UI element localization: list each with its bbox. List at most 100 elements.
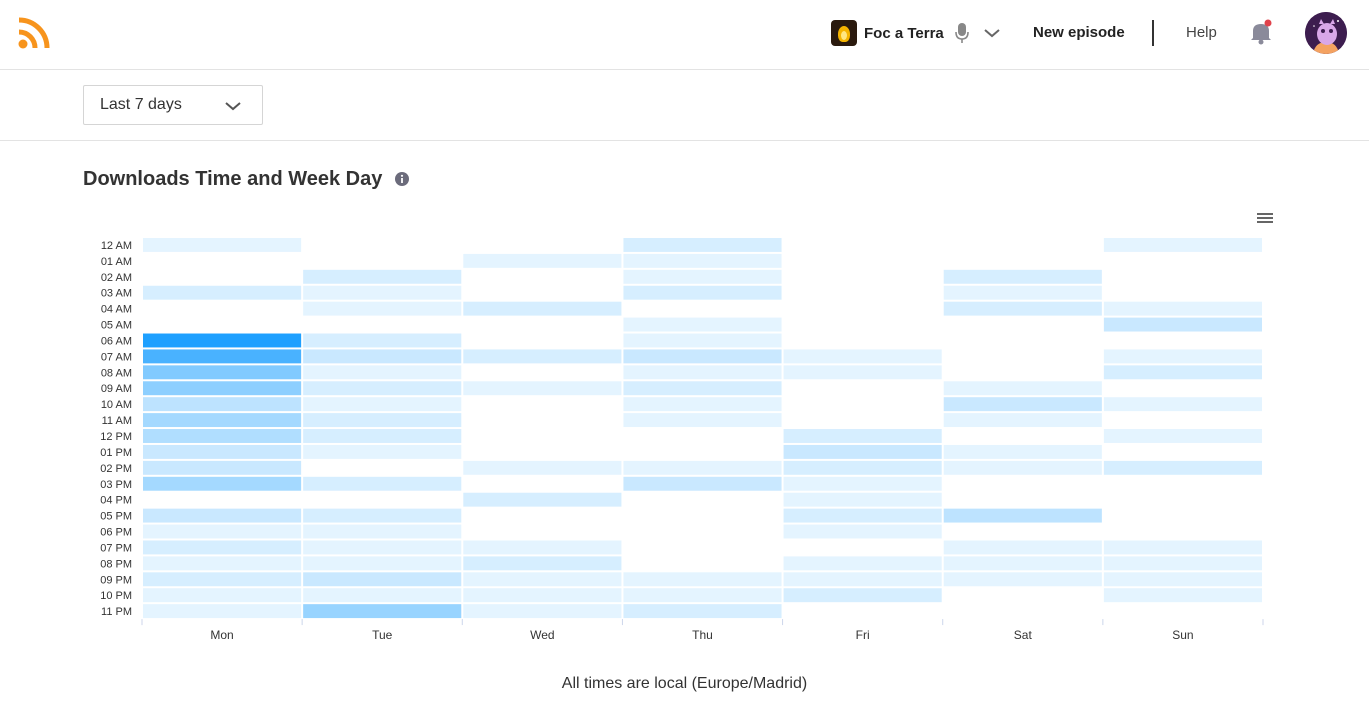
heatmap-cell[interactable] <box>303 269 462 284</box>
heatmap-cell[interactable] <box>303 508 462 523</box>
heatmap-cell[interactable] <box>783 444 942 459</box>
new-episode-button[interactable]: New episode <box>1033 24 1125 41</box>
heatmap-cell[interactable] <box>1103 413 1262 428</box>
rss-logo-icon[interactable] <box>18 17 52 49</box>
heatmap-cell[interactable] <box>943 349 1102 364</box>
heatmap-cell[interactable] <box>623 572 782 587</box>
heatmap-cell[interactable] <box>783 508 942 523</box>
heatmap-cell[interactable] <box>303 365 462 380</box>
heatmap-cell[interactable] <box>303 238 462 252</box>
heatmap-cell[interactable] <box>943 429 1102 443</box>
heatmap-cell[interactable] <box>143 604 302 619</box>
chevron-down-icon[interactable] <box>983 27 1001 39</box>
heatmap-cell[interactable] <box>943 540 1102 555</box>
heatmap-cell[interactable] <box>783 333 942 348</box>
heatmap-cell[interactable] <box>783 604 942 619</box>
heatmap-cell[interactable] <box>303 540 462 555</box>
heatmap-cell[interactable] <box>783 317 942 332</box>
heatmap-cell[interactable] <box>623 365 782 380</box>
heatmap-cell[interactable] <box>143 508 302 523</box>
heatmap-cell[interactable] <box>943 397 1102 412</box>
heatmap-cell[interactable] <box>463 588 622 603</box>
heatmap-cell[interactable] <box>303 285 462 300</box>
heatmap-cell[interactable] <box>143 238 302 252</box>
heatmap-cell[interactable] <box>143 572 302 587</box>
heatmap-cell[interactable] <box>623 524 782 539</box>
heatmap-cell[interactable] <box>943 333 1102 348</box>
heatmap-cell[interactable] <box>463 460 622 475</box>
heatmap-cell[interactable] <box>303 397 462 412</box>
heatmap-cell[interactable] <box>1103 508 1262 523</box>
info-icon[interactable] <box>395 172 409 186</box>
heatmap-cell[interactable] <box>943 285 1102 300</box>
heatmap-cell[interactable] <box>1103 444 1262 459</box>
heatmap-cell[interactable] <box>1103 476 1262 491</box>
heatmap-cell[interactable] <box>783 460 942 475</box>
heatmap-cell[interactable] <box>943 381 1102 396</box>
heatmap-cell[interactable] <box>303 429 462 443</box>
heatmap-cell[interactable] <box>623 333 782 348</box>
heatmap-cell[interactable] <box>1103 397 1262 412</box>
heatmap-cell[interactable] <box>623 397 782 412</box>
heatmap-cell[interactable] <box>783 540 942 555</box>
heatmap-cell[interactable] <box>623 508 782 523</box>
heatmap-cell[interactable] <box>1103 317 1262 332</box>
heatmap-cell[interactable] <box>1103 333 1262 348</box>
heatmap-cell[interactable] <box>783 588 942 603</box>
heatmap-cell[interactable] <box>303 524 462 539</box>
heatmap-cell[interactable] <box>1103 253 1262 268</box>
heatmap-cell[interactable] <box>1103 285 1262 300</box>
heatmap-cell[interactable] <box>463 604 622 619</box>
heatmap-cell[interactable] <box>1103 301 1262 316</box>
heatmap-cell[interactable] <box>463 301 622 316</box>
heatmap-cell[interactable] <box>463 285 622 300</box>
heatmap-cell[interactable] <box>943 413 1102 428</box>
heatmap-cell[interactable] <box>463 413 622 428</box>
heatmap-cell[interactable] <box>143 253 302 268</box>
heatmap-cell[interactable] <box>303 604 462 619</box>
heatmap-cell[interactable] <box>303 572 462 587</box>
heatmap-cell[interactable] <box>303 460 462 475</box>
heatmap-cell[interactable] <box>1103 429 1262 443</box>
heatmap-cell[interactable] <box>1103 588 1262 603</box>
heatmap-cell[interactable] <box>623 238 782 252</box>
heatmap-cell[interactable] <box>463 429 622 443</box>
help-link[interactable]: Help <box>1186 24 1217 41</box>
heatmap-cell[interactable] <box>1103 604 1262 619</box>
heatmap-cell[interactable] <box>623 588 782 603</box>
heatmap-cell[interactable] <box>943 508 1102 523</box>
heatmap-cell[interactable] <box>463 572 622 587</box>
heatmap-cell[interactable] <box>143 381 302 396</box>
heatmap-cell[interactable] <box>143 524 302 539</box>
heatmap-cell[interactable] <box>783 476 942 491</box>
heatmap-cell[interactable] <box>143 317 302 332</box>
heatmap-cell[interactable] <box>943 604 1102 619</box>
heatmap-cell[interactable] <box>143 556 302 571</box>
heatmap-cell[interactable] <box>143 540 302 555</box>
heatmap-cell[interactable] <box>783 492 942 507</box>
heatmap-cell[interactable] <box>623 476 782 491</box>
heatmap-cell[interactable] <box>783 556 942 571</box>
heatmap-cell[interactable] <box>303 333 462 348</box>
heatmap-cell[interactable] <box>943 556 1102 571</box>
heatmap-cell[interactable] <box>783 301 942 316</box>
heatmap-cell[interactable] <box>143 429 302 443</box>
heatmap-cell[interactable] <box>143 285 302 300</box>
heatmap-cell[interactable] <box>943 460 1102 475</box>
heatmap-cell[interactable] <box>1103 572 1262 587</box>
heatmap-cell[interactable] <box>1103 460 1262 475</box>
heatmap-cell[interactable] <box>783 429 942 443</box>
heatmap-cell[interactable] <box>303 349 462 364</box>
heatmap-cell[interactable] <box>463 556 622 571</box>
heatmap-cell[interactable] <box>143 269 302 284</box>
podcast-selector[interactable]: Foc a Terra <box>831 20 1001 46</box>
heatmap-cell[interactable] <box>463 540 622 555</box>
heatmap-cell[interactable] <box>623 349 782 364</box>
heatmap-cell[interactable] <box>783 285 942 300</box>
heatmap-cell[interactable] <box>463 253 622 268</box>
heatmap-cell[interactable] <box>463 476 622 491</box>
heatmap-cell[interactable] <box>463 381 622 396</box>
heatmap-cell[interactable] <box>623 381 782 396</box>
heatmap-cell[interactable] <box>303 317 462 332</box>
heatmap-cell[interactable] <box>623 269 782 284</box>
